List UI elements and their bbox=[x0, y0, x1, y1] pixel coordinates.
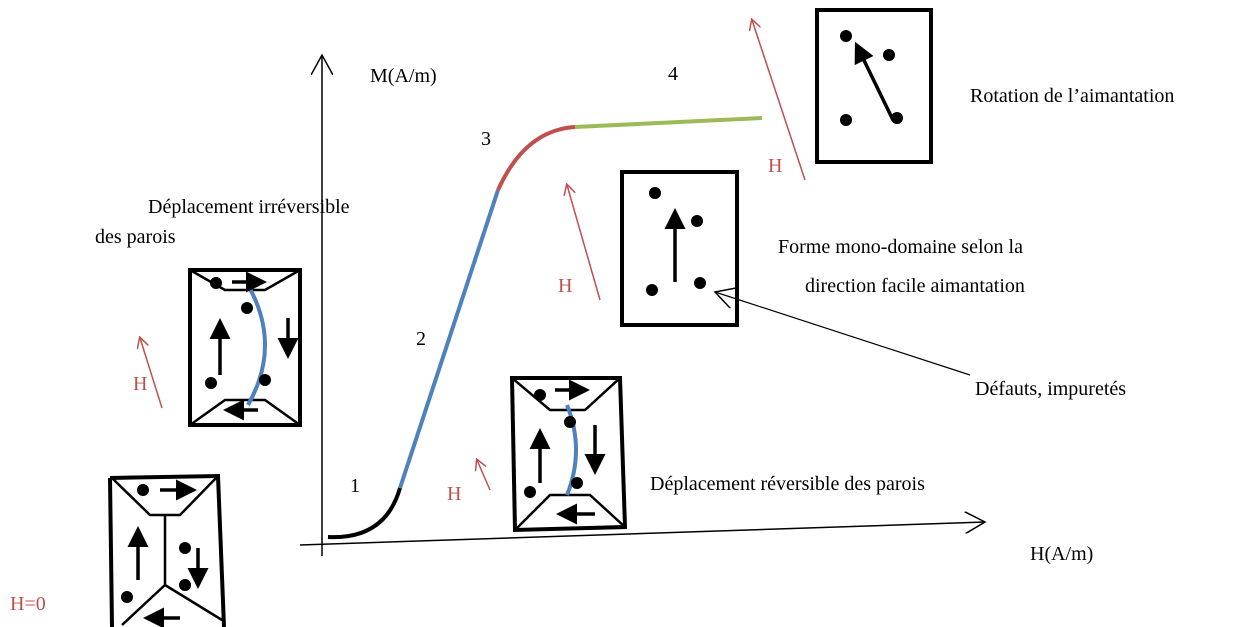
annotation: Déplacement réversible des parois bbox=[650, 473, 925, 495]
defect-dot bbox=[571, 477, 583, 489]
defect-dot bbox=[121, 591, 133, 603]
domain-box-rotation: H Rotation de l’aimantation bbox=[752, 10, 1174, 180]
defect-dot bbox=[259, 374, 271, 386]
annotation: des parois bbox=[95, 226, 176, 248]
domain-outline bbox=[190, 270, 300, 425]
defect-dot bbox=[883, 49, 895, 61]
domain-wall bbox=[190, 270, 300, 425]
annotation: Forme mono-domaine selon la bbox=[778, 236, 1023, 258]
defect-dot bbox=[649, 187, 661, 199]
defect-dot bbox=[646, 284, 658, 296]
y-axis-label: M(A/m) bbox=[370, 65, 437, 87]
domain-outline bbox=[817, 10, 931, 162]
field-label: H bbox=[558, 275, 572, 297]
defect-dot bbox=[691, 215, 703, 227]
domain-outline bbox=[622, 172, 737, 325]
curve-stage-3 bbox=[498, 127, 575, 190]
stage-label: 1 bbox=[350, 475, 360, 497]
defect-dot bbox=[179, 542, 191, 554]
defect-dot bbox=[534, 389, 546, 401]
x-axis-label: H(A/m) bbox=[1030, 543, 1093, 565]
field-arrow bbox=[477, 460, 490, 490]
defect-dot bbox=[524, 486, 536, 498]
defect-dot bbox=[241, 302, 253, 314]
defect-dot bbox=[891, 112, 903, 124]
field-label: H bbox=[133, 373, 147, 395]
annotation: Rotation de l’aimantation bbox=[970, 85, 1174, 107]
defect-dot bbox=[840, 114, 852, 126]
domain-box-h0: H=0 bbox=[10, 476, 224, 627]
field-label: H bbox=[447, 483, 461, 505]
curve-stage-4 bbox=[575, 118, 762, 127]
x-axis bbox=[300, 522, 985, 545]
annotation: Déplacement irréversible bbox=[148, 196, 350, 218]
defect-dot bbox=[210, 277, 222, 289]
stage-label: 4 bbox=[668, 63, 678, 85]
domain-box-irreversible: H Déplacement irréversible des parois bbox=[95, 196, 350, 425]
field-label: H=0 bbox=[10, 593, 46, 615]
stage-label: 2 bbox=[416, 328, 426, 350]
curve-stage-1 bbox=[328, 488, 400, 537]
domain-outline bbox=[110, 476, 224, 627]
diagram: M(A/m) H(A/m) 1 2 3 4 H=0 H Déplacement … bbox=[0, 0, 1257, 627]
stage-label: 3 bbox=[481, 128, 491, 150]
domain-wall bbox=[512, 378, 625, 530]
annotation: direction facile aimantation bbox=[805, 275, 1025, 297]
domain-wall bbox=[248, 285, 265, 405]
domain-box-reversible: H Déplacement réversible des parois bbox=[447, 378, 925, 530]
curve-stage-2 bbox=[400, 190, 498, 488]
defect-dot bbox=[205, 377, 217, 389]
domain-wall bbox=[715, 292, 970, 375]
defect-dot bbox=[179, 579, 191, 591]
defect-dot bbox=[840, 30, 852, 42]
defect-dot bbox=[694, 277, 706, 289]
field-label: H bbox=[768, 155, 782, 177]
annotation: Défauts, impuretés bbox=[975, 378, 1126, 400]
domain-box-mono: H Forme mono-domaine selon la direction … bbox=[558, 172, 1126, 400]
domain-outline bbox=[512, 378, 625, 530]
defect-dot bbox=[564, 416, 576, 428]
magnetization-curve: 1 2 3 4 bbox=[328, 63, 762, 537]
defect-dot bbox=[137, 484, 149, 496]
